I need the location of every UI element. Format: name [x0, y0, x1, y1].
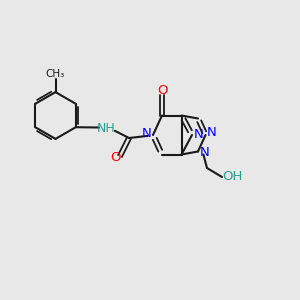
Text: O: O — [110, 151, 121, 164]
Text: N: N — [194, 128, 203, 142]
Text: N: N — [142, 127, 151, 140]
Text: CH₃: CH₃ — [46, 69, 65, 80]
Text: OH: OH — [222, 170, 243, 183]
Text: N: N — [207, 126, 217, 139]
Text: N: N — [200, 146, 209, 160]
Text: O: O — [157, 83, 167, 97]
Text: NH: NH — [97, 122, 116, 135]
